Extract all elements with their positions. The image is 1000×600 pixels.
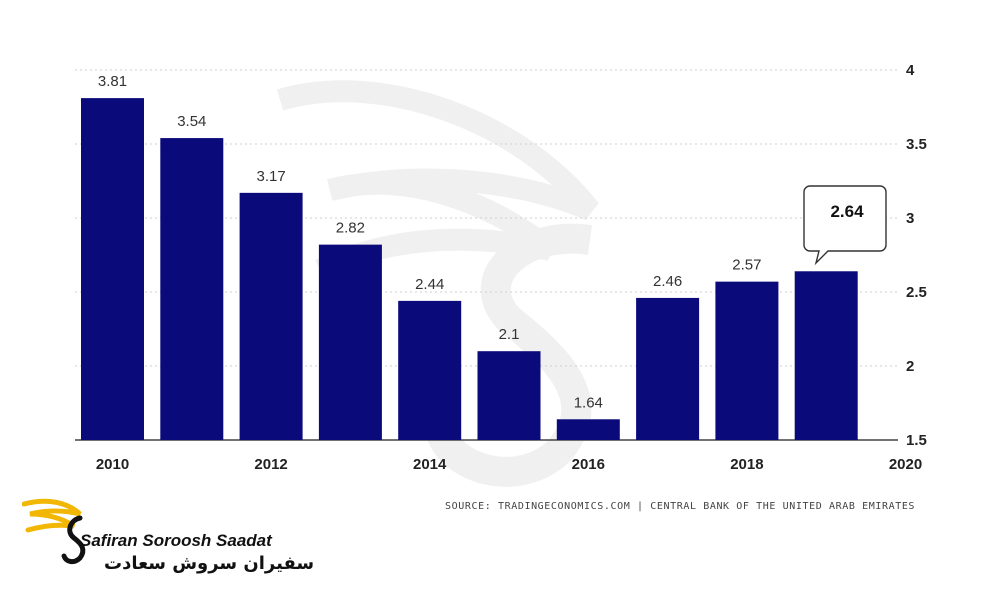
brand-name-persian: سفیران سروش سعادت bbox=[104, 553, 315, 574]
data-label: 2.44 bbox=[415, 276, 444, 293]
y-tick-label: 2 bbox=[906, 358, 914, 375]
brand-name-english: Safiran Soroosh Saadat bbox=[80, 531, 272, 550]
data-label: 3.81 bbox=[98, 73, 127, 90]
bar-2011 bbox=[160, 138, 224, 440]
bars bbox=[81, 98, 858, 441]
bar-2013 bbox=[318, 244, 382, 440]
y-tick-label: 1.5 bbox=[906, 432, 927, 449]
bar-2019 bbox=[794, 271, 858, 440]
x-tick-label: 2010 bbox=[96, 456, 129, 473]
x-tick-label: 2014 bbox=[413, 456, 447, 473]
value-callout: 2.64 bbox=[803, 185, 887, 266]
bar-2012 bbox=[239, 192, 303, 440]
y-tick-label: 3 bbox=[906, 210, 914, 227]
x-tick-label: 2012 bbox=[254, 456, 287, 473]
x-tick-label: 2020 bbox=[889, 456, 922, 473]
bar-2014 bbox=[398, 300, 462, 440]
y-tick-label: 3.5 bbox=[906, 136, 927, 153]
x-tick-label: 2016 bbox=[572, 456, 605, 473]
data-labels: 3.81 3.54 3.17 2.82 2.44 2.1 1.64 2.46 2.57 bbox=[98, 73, 762, 411]
data-label: 1.64 bbox=[574, 394, 603, 411]
bar-2018 bbox=[715, 281, 779, 440]
data-label: 3.17 bbox=[256, 168, 285, 185]
data-label: 2.46 bbox=[653, 273, 682, 290]
source-note: SOURCE: TRADINGECONOMICS.COM | CENTRAL B… bbox=[445, 501, 916, 512]
y-tick-label: 2.5 bbox=[906, 284, 927, 301]
bar-2010 bbox=[81, 98, 144, 441]
bar-2015 bbox=[477, 351, 541, 440]
callout-bubble bbox=[803, 185, 887, 266]
callout-value: 2.64 bbox=[830, 202, 864, 221]
bar-2017 bbox=[636, 297, 700, 440]
x-axis-ticks: 2010 2012 2014 2016 2018 2020 bbox=[96, 456, 922, 473]
data-label: 2.82 bbox=[336, 220, 365, 237]
data-label: 3.54 bbox=[177, 113, 206, 130]
brand-logo-wings-icon bbox=[22, 498, 86, 565]
x-tick-label: 2018 bbox=[730, 456, 763, 473]
y-tick-label: 4 bbox=[906, 62, 915, 79]
bar-2016 bbox=[556, 419, 620, 440]
data-label: 2.1 bbox=[499, 326, 520, 343]
y-axis-ticks: 4 3.5 3 2.5 2 1.5 bbox=[906, 62, 927, 449]
data-label: 2.57 bbox=[732, 257, 761, 274]
